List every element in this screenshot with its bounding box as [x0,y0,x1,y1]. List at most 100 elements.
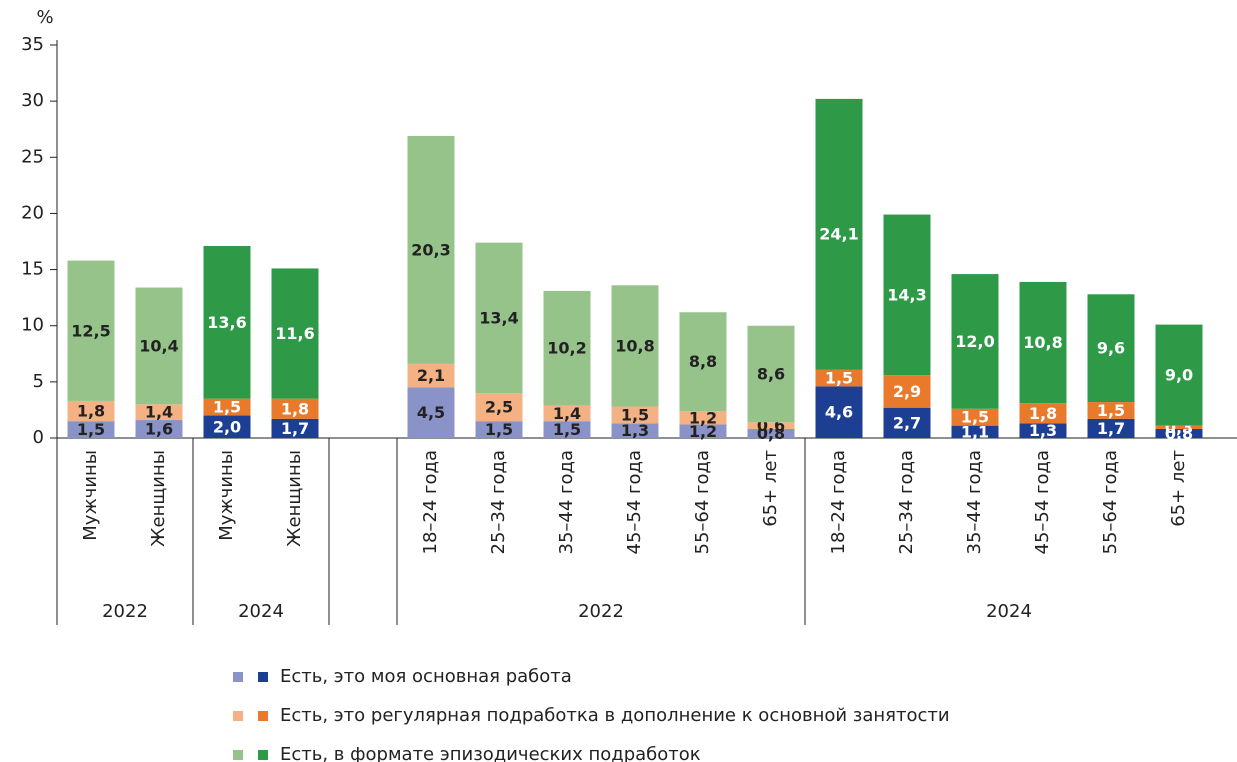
bar-segment [1155,425,1203,430]
legend-swatch [233,672,243,682]
value-label: 2,5 [485,398,513,417]
bar-segment [271,398,319,419]
value-label: 1,8 [281,399,309,418]
bar-segment [203,398,251,416]
value-label: 1,1 [961,422,989,441]
bar-segment [1087,418,1135,438]
value-label: 12,0 [955,332,994,351]
bar-segment [475,242,523,394]
bar-segment [475,393,523,422]
bar-segment [883,407,931,438]
value-label: 1,4 [553,404,581,423]
legend-swatch [233,750,243,760]
value-label: 20,3 [411,240,450,259]
legend-swatch [258,750,268,760]
bar-segment [543,405,591,422]
group-label: 2022 [578,601,624,622]
value-label: 1,3 [1029,421,1057,440]
bar-segment [679,312,727,412]
x-tick-label: 55–64 года [1100,450,1121,554]
bar-segment [815,369,863,387]
legend-label: Есть, это моя основная работа [280,666,572,687]
value-label: 1,7 [1097,419,1125,438]
bar-segment [475,421,523,438]
y-tick-label: 35 [21,34,44,55]
bar-segment [1087,402,1135,419]
y-tick-label: 30 [21,90,44,111]
value-label: 9,6 [1097,339,1125,358]
bar-segment [271,268,319,399]
value-label: 1,4 [145,403,173,422]
value-label: 1,5 [1097,401,1125,420]
bar-segment [1087,294,1135,403]
y-tick-label: 5 [33,371,44,392]
bar-segment [271,418,319,438]
bar-segment [135,420,183,438]
value-label: 1,7 [281,419,309,438]
value-label: 1,3 [621,421,649,440]
bar-segment [203,415,251,438]
bar-segment [67,421,115,438]
value-label: 10,2 [547,339,586,358]
bar-segment [611,423,659,438]
value-label: 8,6 [757,364,785,383]
value-label: 4,6 [825,403,853,422]
bar-segment [407,135,455,364]
x-tick-label: 55–64 года [692,450,713,554]
value-label: 10,8 [615,336,654,355]
value-label: 13,4 [479,308,518,327]
value-label: 14,3 [887,285,926,304]
value-label: 24,1 [819,225,858,244]
value-label: 1,5 [213,398,241,417]
value-label: 9,0 [1165,366,1193,385]
bar-segment [543,290,591,406]
bar-segment [67,400,115,422]
y-tick-label: 25 [21,146,44,167]
value-label: 12,5 [71,321,110,340]
bar-segment [815,98,863,370]
value-label: 1,5 [621,405,649,424]
y-axis-label: % [36,7,53,28]
x-tick-label: Женщины [148,450,169,547]
x-tick-label: 65+ лет [760,450,781,527]
bar-segment [1155,324,1203,426]
value-label: 10,4 [139,336,178,355]
bar-segment [203,245,251,399]
bar-segment [679,424,727,438]
value-label: 1,2 [689,408,717,427]
value-label: 10,8 [1023,333,1062,352]
bar-segment [883,375,931,408]
value-label: 1,6 [145,420,173,439]
bar-segment [747,422,795,430]
bar-segment [883,214,931,376]
x-tick-label: Мужчины [216,450,237,541]
value-label: 1,8 [1029,404,1057,423]
value-label: 2,7 [893,413,921,432]
bar-segment [135,287,183,405]
value-label: 11,6 [275,324,314,343]
bar-segment [1019,423,1067,438]
group-label: 2022 [102,601,148,622]
value-label: 1,5 [77,420,105,439]
bar-segment [407,387,455,438]
value-label: 1,5 [553,420,581,439]
value-label: 2,1 [417,366,445,385]
x-tick-label: 45–54 года [1032,450,1053,554]
group-label: 2024 [986,601,1032,622]
bar-segment [747,325,795,423]
bar-segment [1155,429,1203,438]
bar-segment [951,274,999,409]
x-tick-label: 18–24 года [828,450,849,554]
value-label: 1,2 [689,422,717,441]
value-label: 2,0 [213,417,241,436]
bar-segment [543,421,591,438]
x-tick-label: 45–54 года [624,450,645,554]
value-label: 8,8 [689,352,717,371]
x-tick-label: 65+ лет [1168,450,1189,527]
bar-segment [135,404,183,421]
legend-swatch [233,711,243,721]
x-tick-label: 25–34 года [488,450,509,554]
value-label: 1,8 [77,402,105,421]
value-label: 2,9 [893,382,921,401]
